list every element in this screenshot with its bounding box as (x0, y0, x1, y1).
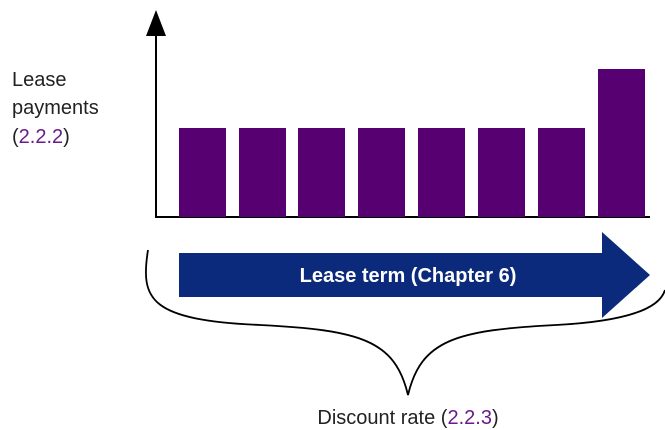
y-axis-arrowhead (146, 10, 166, 36)
y-label-line: payments (12, 97, 99, 119)
payment-bar (358, 128, 405, 217)
brace-text: Discount rate ( (317, 407, 447, 429)
paren: ( (12, 126, 19, 148)
brace (145, 249, 665, 396)
y-label-line: Lease (12, 69, 67, 91)
payment-bar (538, 128, 585, 217)
brace-label: Discount rate (2.2.3) (317, 407, 498, 429)
ref-link: 2.2.2 (19, 126, 63, 148)
ref-link: 2.2.3 (447, 407, 491, 429)
payment-bar (298, 128, 345, 217)
payment-bar (478, 128, 525, 217)
paren: ) (492, 407, 499, 429)
y-label-ref: (2.2.2) (12, 126, 70, 148)
paren: ) (63, 126, 70, 148)
payment-bar (179, 128, 226, 217)
payment-bars (179, 69, 645, 217)
payment-bar (598, 69, 645, 217)
payment-bar (239, 128, 286, 217)
lease-term-arrow (179, 232, 650, 318)
payment-bar (418, 128, 465, 217)
arrow-label: Lease term (Chapter 6) (300, 265, 517, 287)
